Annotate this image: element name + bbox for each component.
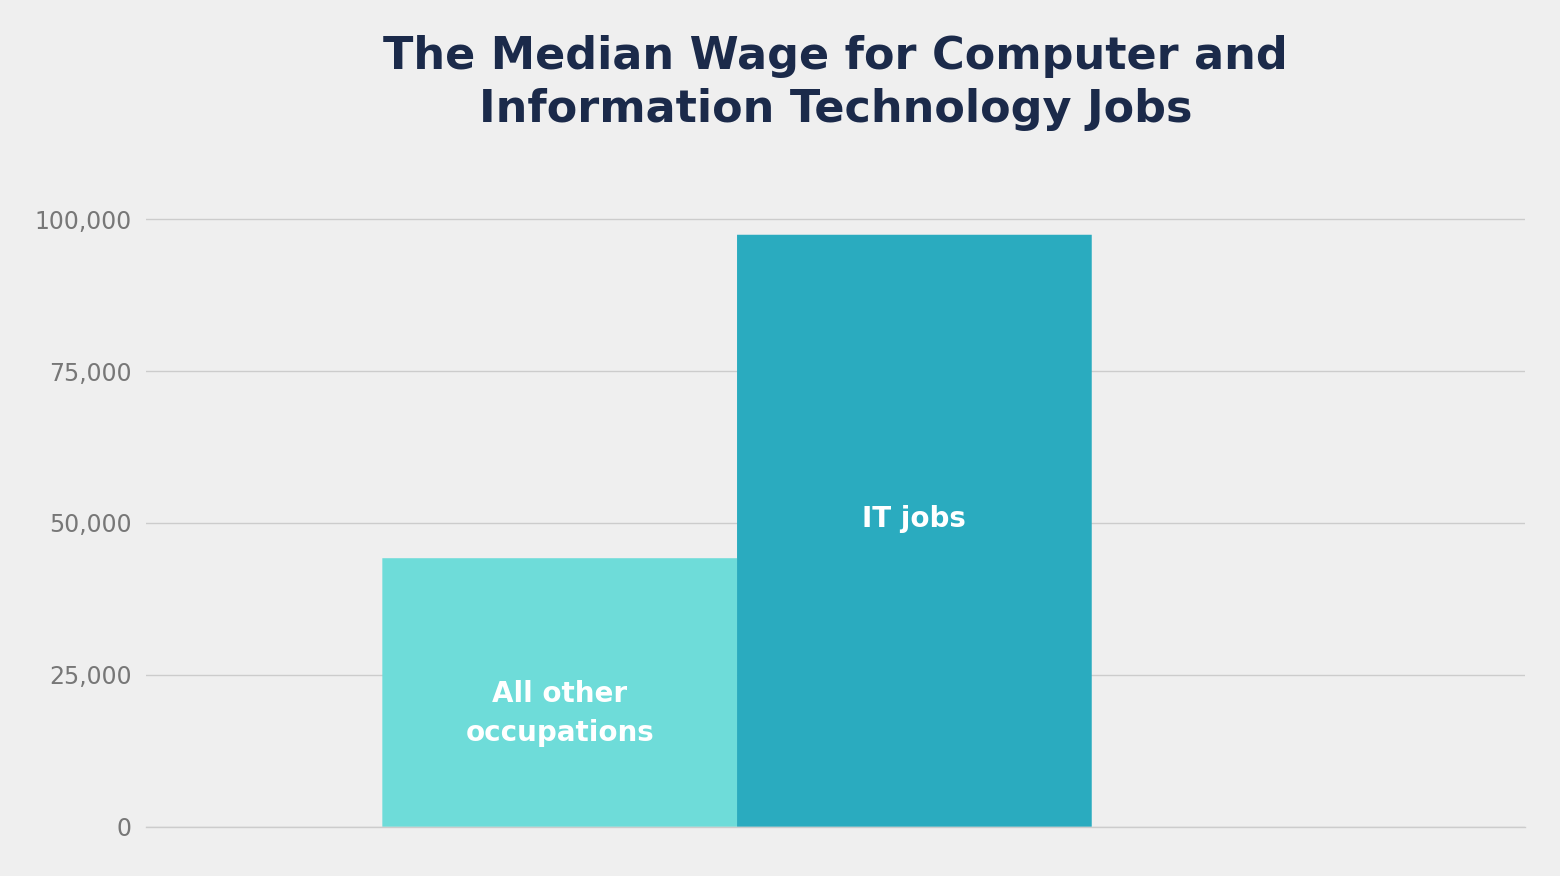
Title: The Median Wage for Computer and
Information Technology Jobs: The Median Wage for Computer and Informa…	[384, 35, 1289, 131]
FancyBboxPatch shape	[736, 235, 1092, 827]
Text: IT jobs: IT jobs	[863, 505, 966, 533]
FancyBboxPatch shape	[382, 558, 736, 827]
Text: All other
occupations: All other occupations	[465, 681, 654, 747]
